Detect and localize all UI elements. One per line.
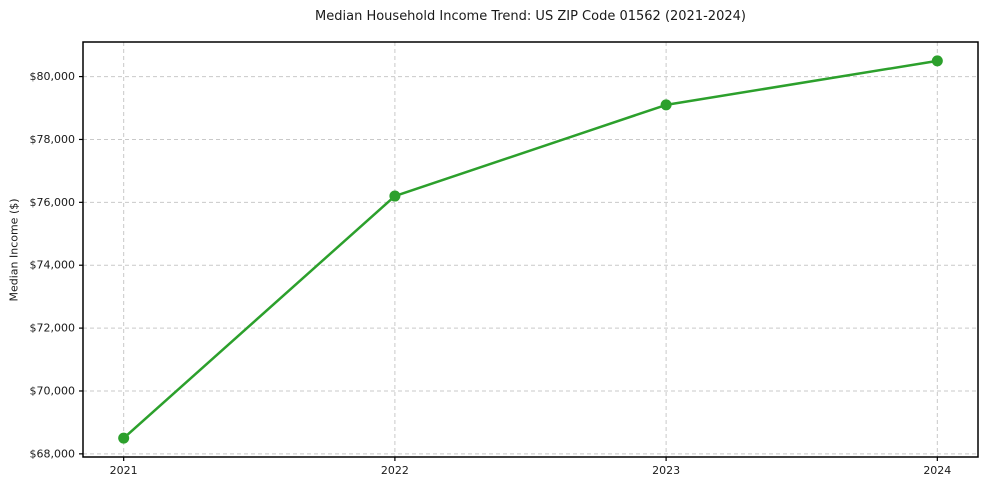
- x-tick-label: 2022: [381, 464, 409, 477]
- y-tick-label: $76,000: [30, 196, 76, 209]
- data-point-marker: [931, 55, 943, 67]
- y-tick-label: $78,000: [30, 133, 76, 146]
- data-point-marker: [389, 190, 401, 202]
- data-point-marker: [118, 432, 130, 444]
- y-tick-label: $80,000: [30, 70, 76, 83]
- trend-line: [122, 59, 939, 440]
- plot-border: [82, 41, 979, 458]
- y-tick-label: $72,000: [30, 322, 76, 335]
- chart-title: Median Household Income Trend: US ZIP Co…: [315, 9, 746, 24]
- y-tick-label: $74,000: [30, 259, 76, 272]
- x-tick-label: 2021: [110, 464, 138, 477]
- x-tick-label: 2024: [923, 464, 951, 477]
- y-tick-label: $70,000: [30, 384, 76, 397]
- y-tick-label: $68,000: [30, 447, 76, 460]
- x-tick-label: 2023: [652, 464, 680, 477]
- data-point-marker: [660, 99, 672, 111]
